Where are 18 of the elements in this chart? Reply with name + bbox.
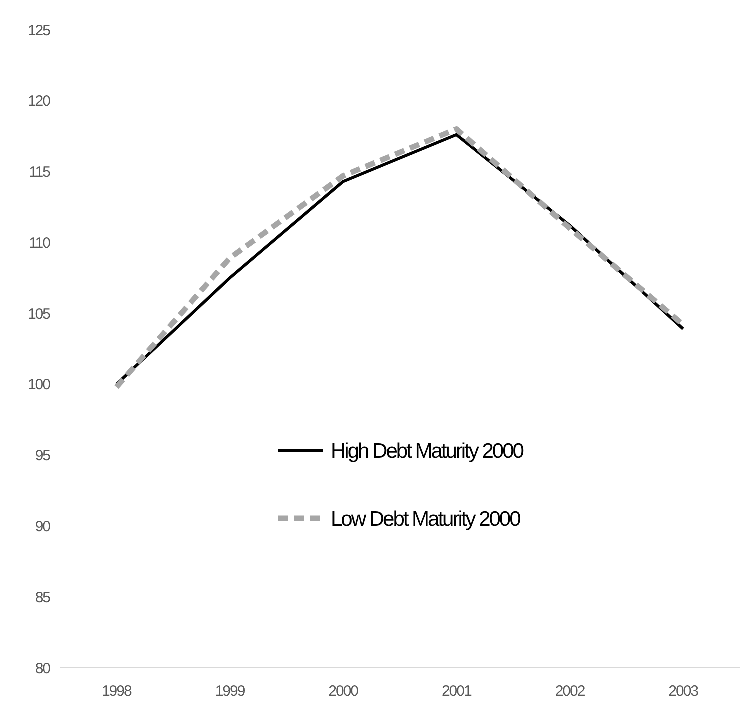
x-tick-label: 1998 xyxy=(102,683,132,700)
legend-label: Low Debt Maturity 2000 xyxy=(331,508,521,531)
y-tick-label: 90 xyxy=(35,518,51,536)
y-tick-label: 115 xyxy=(29,164,51,182)
y-tick-label: 100 xyxy=(28,376,51,394)
y-tick-label: 95 xyxy=(35,448,51,465)
legend-label: High Debt Maturity 2000 xyxy=(331,440,524,463)
y-tick-label: 110 xyxy=(29,234,51,252)
y-tick-label: 85 xyxy=(35,589,51,606)
x-tick-label: 2001 xyxy=(442,683,472,700)
x-tick-label: 1999 xyxy=(215,683,246,700)
x-tick-label: 2003 xyxy=(668,683,699,700)
x-tick-label: 2000 xyxy=(328,683,359,700)
y-tick-label: 105 xyxy=(28,306,51,323)
x-tick-label: 2002 xyxy=(555,683,586,700)
y-tick-label: 120 xyxy=(28,93,51,110)
y-tick-label: 125 xyxy=(28,22,51,40)
y-tick-label: 80 xyxy=(35,660,51,678)
